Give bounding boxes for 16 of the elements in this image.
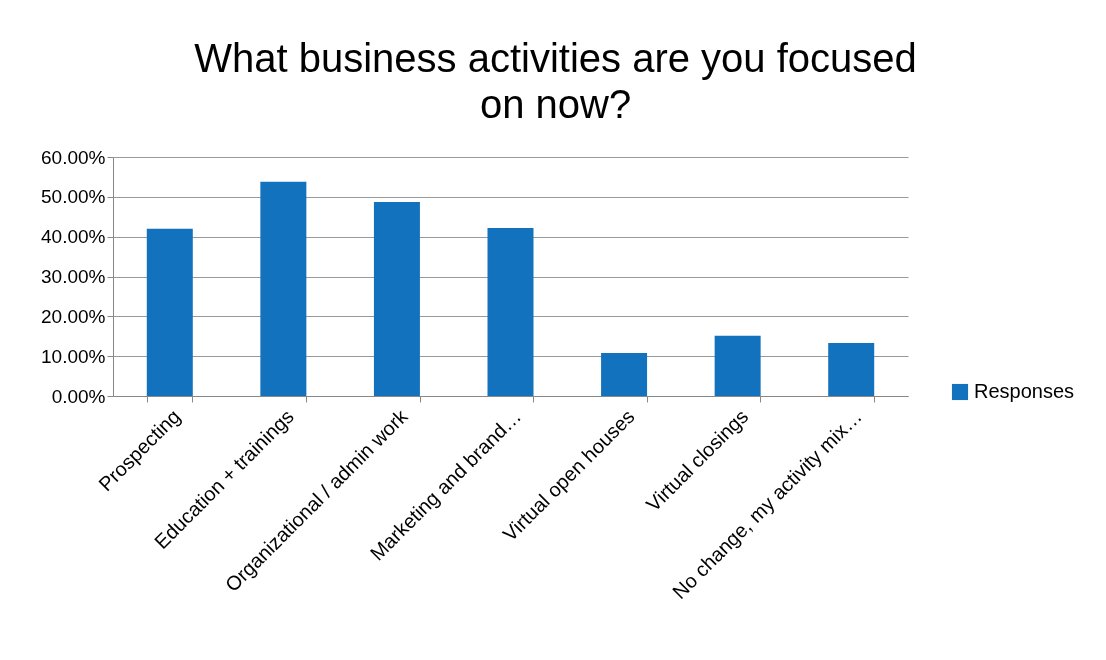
chart-title: What business activities are you focused on now? bbox=[194, 36, 917, 126]
legend-label: Responses bbox=[974, 380, 1075, 402]
bar bbox=[373, 202, 420, 396]
y-tick-label: 10.00% bbox=[41, 345, 106, 367]
bar bbox=[828, 343, 875, 396]
bar bbox=[714, 335, 761, 396]
y-tick-label: 20.00% bbox=[41, 305, 106, 327]
bar bbox=[260, 181, 307, 396]
y-tick-label: 40.00% bbox=[41, 226, 106, 248]
bar bbox=[146, 228, 193, 396]
y-tick-label: 30.00% bbox=[41, 266, 106, 287]
bar bbox=[601, 352, 648, 396]
y-tick-label: 60.00% bbox=[41, 146, 106, 168]
y-tick-label: 50.00% bbox=[41, 186, 106, 208]
y-tick-label: 0.00% bbox=[51, 385, 106, 407]
bar bbox=[487, 227, 534, 396]
